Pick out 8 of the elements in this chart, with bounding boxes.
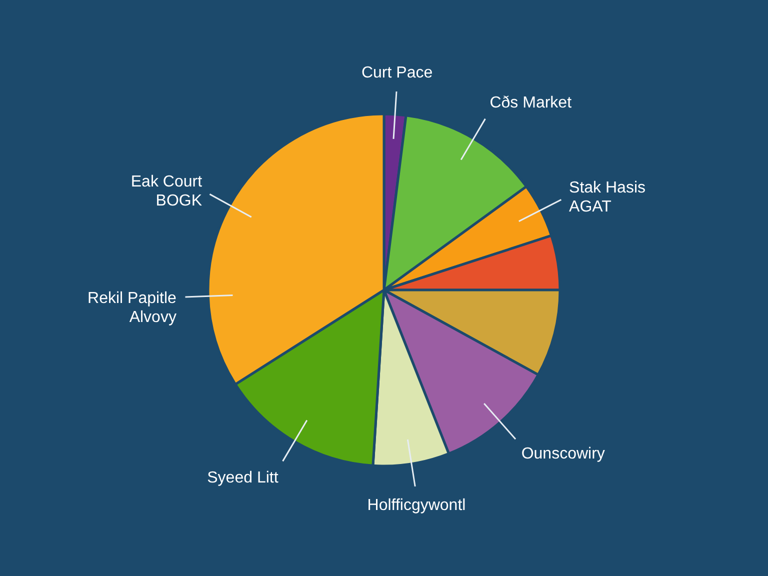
slice-label: Holfficgywontl [367,497,466,514]
slice-label: Ounscowiry [521,445,605,462]
slice-label: Syeed Litt [207,469,279,486]
slice-label: Stak Hasis AGAT [569,180,646,216]
slice-label: Curt Pace [361,64,433,82]
slice-label: Cðs Market [490,94,572,112]
slice-label: Eak Court BOGK [130,173,203,210]
text: Rekil Papitle Alvovy [88,290,177,326]
